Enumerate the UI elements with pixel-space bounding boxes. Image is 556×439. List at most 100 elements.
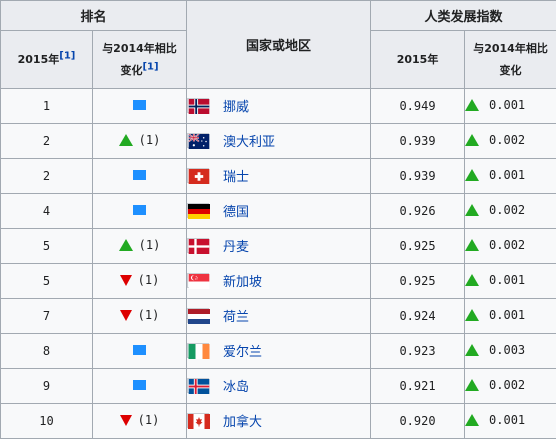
australia-flag[interactable] — [187, 132, 210, 149]
singapore-flag[interactable] — [187, 272, 210, 289]
hdi-value-cell: 0.923 — [370, 333, 466, 369]
rank-change-cell — [91, 158, 188, 194]
rank-cell: 7 — [0, 298, 93, 334]
country-link[interactable]: 丹麦 — [223, 239, 250, 255]
table-row: 8 爱尔兰 0.923 0.003 — [0, 333, 556, 369]
ireland-flag[interactable] — [187, 342, 210, 359]
table-row: 5 (1) 新加坡 0.925 0.001 — [0, 263, 556, 299]
rank-change-cell — [91, 333, 188, 369]
rank-cell: 8 — [0, 333, 93, 369]
switzerland-flag[interactable] — [187, 167, 210, 184]
rank-cell: 9 — [0, 368, 93, 404]
rank-change-amount: (1) — [137, 308, 160, 323]
hdi-change-cell: 0.003 — [464, 333, 556, 369]
country-link[interactable]: 澳大利亚 — [223, 134, 276, 150]
country-link[interactable]: 冰岛 — [223, 379, 250, 395]
hdi-change-value: 0.002 — [489, 133, 526, 147]
country-link[interactable]: 新加坡 — [223, 274, 263, 290]
hdi-value-cell: 0.949 — [370, 88, 466, 124]
rank-change-amount: (1) — [137, 413, 160, 428]
country-link[interactable]: 爱尔兰 — [223, 344, 263, 360]
hdi-change-header: 与2014年相比 变化 — [464, 30, 556, 89]
country-cell: 澳大利亚 — [186, 123, 372, 159]
rank-cell: 5 — [0, 228, 93, 264]
no-change-square-icon — [133, 170, 146, 180]
triangle-up-icon — [465, 169, 480, 181]
country-cell: 瑞士 — [186, 158, 372, 194]
hdi-change-value: 0.003 — [489, 343, 526, 357]
rank-change-amount: (1) — [138, 238, 161, 252]
table-body: 1 挪威 0.949 0.001 2 (1) — [0, 88, 556, 439]
rank-change-cell — [91, 88, 188, 124]
hdi-change-value: 0.001 — [489, 98, 526, 112]
rank-cell: 10 — [0, 403, 93, 439]
rank-group-header: 排名 — [0, 0, 188, 31]
table-row: 7 (1) 荷兰 0.924 0.001 — [0, 298, 556, 334]
rank-cell: 2 — [0, 158, 93, 194]
no-change-square-icon — [133, 100, 146, 110]
country-link[interactable]: 加拿大 — [223, 414, 263, 430]
no-change-square-icon — [133, 380, 146, 390]
triangle-up-icon — [465, 99, 480, 111]
hdi-value-cell: 0.939 — [370, 123, 466, 159]
hdi-change-value: 0.001 — [489, 308, 526, 322]
triangle-up-icon — [465, 379, 480, 391]
country-cell: 冰岛 — [186, 368, 372, 404]
hdi-change-value: 0.001 — [489, 168, 526, 182]
table-row: 9 冰岛 0.921 0.002 — [0, 368, 556, 404]
triangle-down-icon — [119, 309, 132, 321]
country-link[interactable]: 瑞士 — [223, 169, 250, 185]
hdi-group-header: 人类发展指数 — [370, 0, 556, 31]
hdi-value-cell: 0.921 — [370, 368, 466, 404]
rank-change-cell — [91, 193, 188, 229]
hdi-change-cell: 0.002 — [464, 228, 556, 264]
hdi-change-cell: 0.002 — [464, 123, 556, 159]
hdi-change-cell: 0.001 — [464, 263, 556, 299]
hdi-change-value: 0.001 — [489, 413, 526, 427]
hdi-change-value: 0.002 — [489, 203, 526, 217]
rank-2015-ref-link[interactable]: [1] — [59, 49, 76, 61]
triangle-down-icon — [119, 274, 132, 286]
rank-cell: 2 — [0, 123, 93, 159]
country-cell: 荷兰 — [186, 298, 372, 334]
hdi-2015-header: 2015年 — [370, 30, 466, 89]
triangle-up-icon — [465, 414, 480, 426]
table-header: 排名 国家或地区 人类发展指数 2015年[1] 与2014年相比 变化[1] … — [0, 0, 556, 89]
netherlands-flag[interactable] — [187, 307, 211, 324]
triangle-up-icon — [465, 344, 480, 356]
triangle-up-icon — [465, 309, 480, 321]
hdi-value-cell: 0.926 — [370, 193, 466, 229]
table-row: 10 (1) 加拿大 0.920 0.001 — [0, 403, 556, 439]
norway-flag[interactable] — [187, 97, 210, 114]
rank-change-ref-link[interactable]: [1] — [142, 60, 159, 72]
triangle-up-icon — [118, 239, 133, 251]
country-cell: 爱尔兰 — [186, 333, 372, 369]
rank-change-amount: (1) — [138, 133, 161, 147]
rank-change-header: 与2014年相比 变化[1] — [91, 30, 188, 89]
germany-flag[interactable] — [187, 202, 211, 219]
hdi-change-value: 0.002 — [489, 238, 526, 252]
no-change-square-icon — [133, 205, 146, 215]
hdi-change-cell: 0.001 — [464, 158, 556, 194]
country-header: 国家或地区 — [186, 0, 372, 89]
country-link[interactable]: 荷兰 — [223, 309, 250, 325]
rank-change-label-line1: 与2014年相比 — [102, 41, 177, 55]
triangle-up-icon — [465, 274, 480, 286]
rank-change-cell: (1) — [91, 123, 188, 159]
country-link[interactable]: 挪威 — [223, 99, 250, 115]
country-link[interactable]: 德国 — [223, 204, 250, 220]
hdi-value-cell: 0.925 — [370, 263, 466, 299]
triangle-up-icon — [465, 204, 480, 216]
country-cell: 德国 — [186, 193, 372, 229]
rank-2015-header: 2015年[1] — [0, 30, 93, 89]
hdi-value-cell: 0.925 — [370, 228, 466, 264]
country-cell: 新加坡 — [186, 263, 372, 299]
denmark-flag[interactable] — [187, 237, 210, 254]
canada-flag[interactable] — [187, 412, 211, 429]
rank-change-cell — [91, 368, 188, 404]
rank-2015-label: 2015年 — [17, 52, 60, 66]
rank-cell: 1 — [0, 88, 93, 124]
rank-change-cell: (1) — [91, 403, 188, 439]
iceland-flag[interactable] — [187, 377, 210, 394]
rank-cell: 4 — [0, 193, 93, 229]
